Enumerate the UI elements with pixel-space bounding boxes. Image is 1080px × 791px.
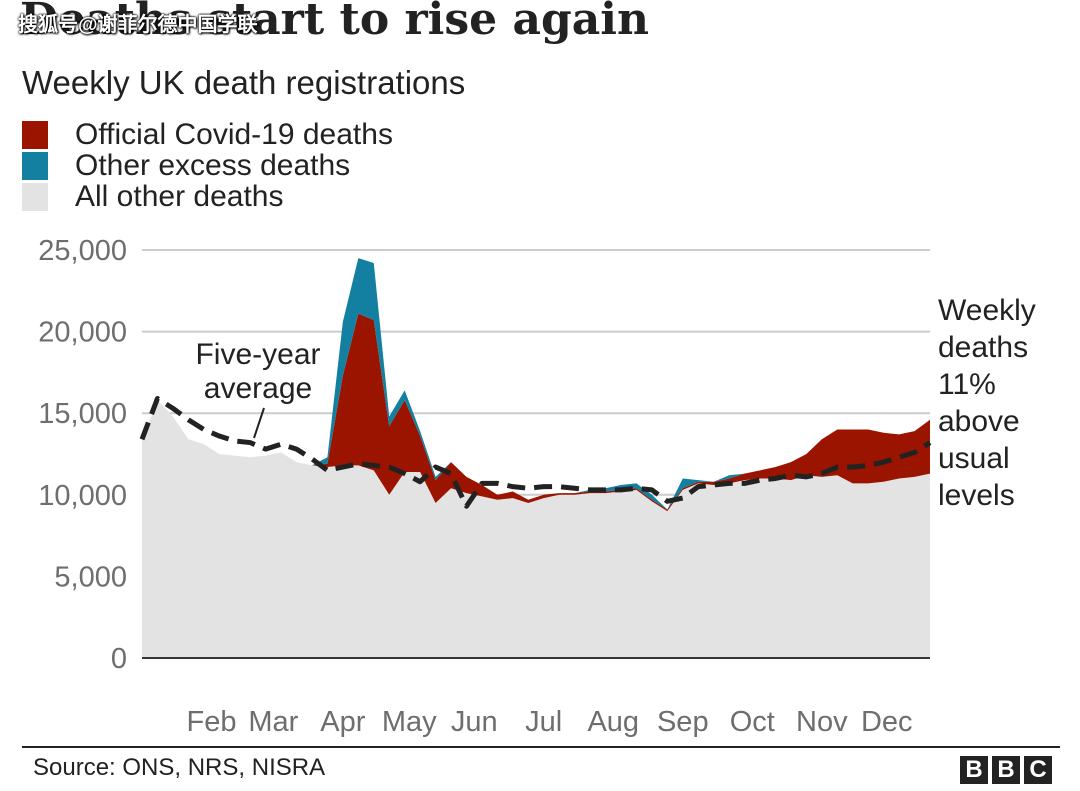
annotation-weekly-deaths-line-4: usual (938, 442, 1010, 475)
legend-item-excess: Other excess deaths (22, 148, 393, 182)
source-note: Source: ONS, NRS, NISRA (33, 754, 326, 781)
bbc-logo-letter-1: B (960, 756, 988, 784)
area-official-covid-deaths (142, 313, 930, 512)
x-month-label-oct: Oct (730, 706, 775, 738)
legend-label-other: All other deaths (75, 179, 284, 213)
x-month-label-dec: Dec (861, 706, 913, 738)
legend-swatch-other (22, 182, 48, 211)
legend-swatch-excess (22, 151, 48, 180)
x-month-label-apr: Apr (320, 706, 365, 738)
legend-swatch-covid (22, 120, 48, 149)
watermark-text: 搜狐号@谢菲尔德中国学联 (18, 14, 258, 36)
y-tick-label-2: 10,000 (38, 480, 127, 512)
line-five-year-average (139, 396, 932, 509)
x-month-label-jul: Jul (525, 706, 562, 738)
x-month-label-mar: Mar (248, 706, 298, 738)
annotation-five-year-line-1: average (204, 372, 312, 405)
chart-subtitle: Weekly UK death registrations (22, 64, 466, 101)
annotation-weekly-deaths-line-5: levels (938, 479, 1015, 512)
annotation-weekly-deaths-line-1: deaths (938, 331, 1028, 364)
chart-title: Deaths start to rise again (20, 0, 649, 45)
annotation-weekly-deaths-line-3: above (938, 405, 1020, 438)
footer-divider (22, 746, 1060, 748)
legend-item-covid: Official Covid-19 deaths (22, 117, 393, 151)
x-month-label-may: May (382, 706, 437, 738)
annotation-weekly-deaths-line-2: 11% (938, 368, 996, 401)
x-month-label-sep: Sep (657, 706, 709, 738)
annotation-five-year-pointer (253, 407, 265, 439)
x-month-label-aug: Aug (587, 706, 639, 738)
annotation-five-year-line-0: Five-year (195, 338, 320, 371)
bbc-logo: B B C (956, 756, 1052, 784)
legend-label-excess: Other excess deaths (75, 148, 351, 182)
x-month-label-jun: Jun (451, 706, 498, 738)
legend: Official Covid-19 deaths Other excess de… (22, 117, 393, 213)
bbc-logo-letter-2: B (992, 756, 1020, 784)
bbc-logo-letter-3: C (1024, 756, 1052, 784)
y-tick-label-5: 25,000 (38, 235, 127, 267)
area-all-other-deaths (142, 400, 930, 658)
y-tick-label-0: 0 (111, 643, 127, 675)
deaths-area-chart: 0 5,000 10,000 15,000 20,000 25,000 Feb Mar Apr M… (38, 235, 1036, 738)
y-tick-label-3: 15,000 (38, 398, 127, 430)
x-month-label-feb: Feb (187, 706, 237, 738)
y-tick-label-1: 5,000 (54, 561, 127, 593)
legend-label-covid: Official Covid-19 deaths (75, 117, 393, 151)
y-tick-label-4: 20,000 (38, 317, 127, 349)
legend-item-other: All other deaths (22, 179, 393, 213)
annotation-weekly-deaths-line-0: Weekly (938, 294, 1036, 327)
x-month-label-nov: Nov (796, 706, 848, 738)
